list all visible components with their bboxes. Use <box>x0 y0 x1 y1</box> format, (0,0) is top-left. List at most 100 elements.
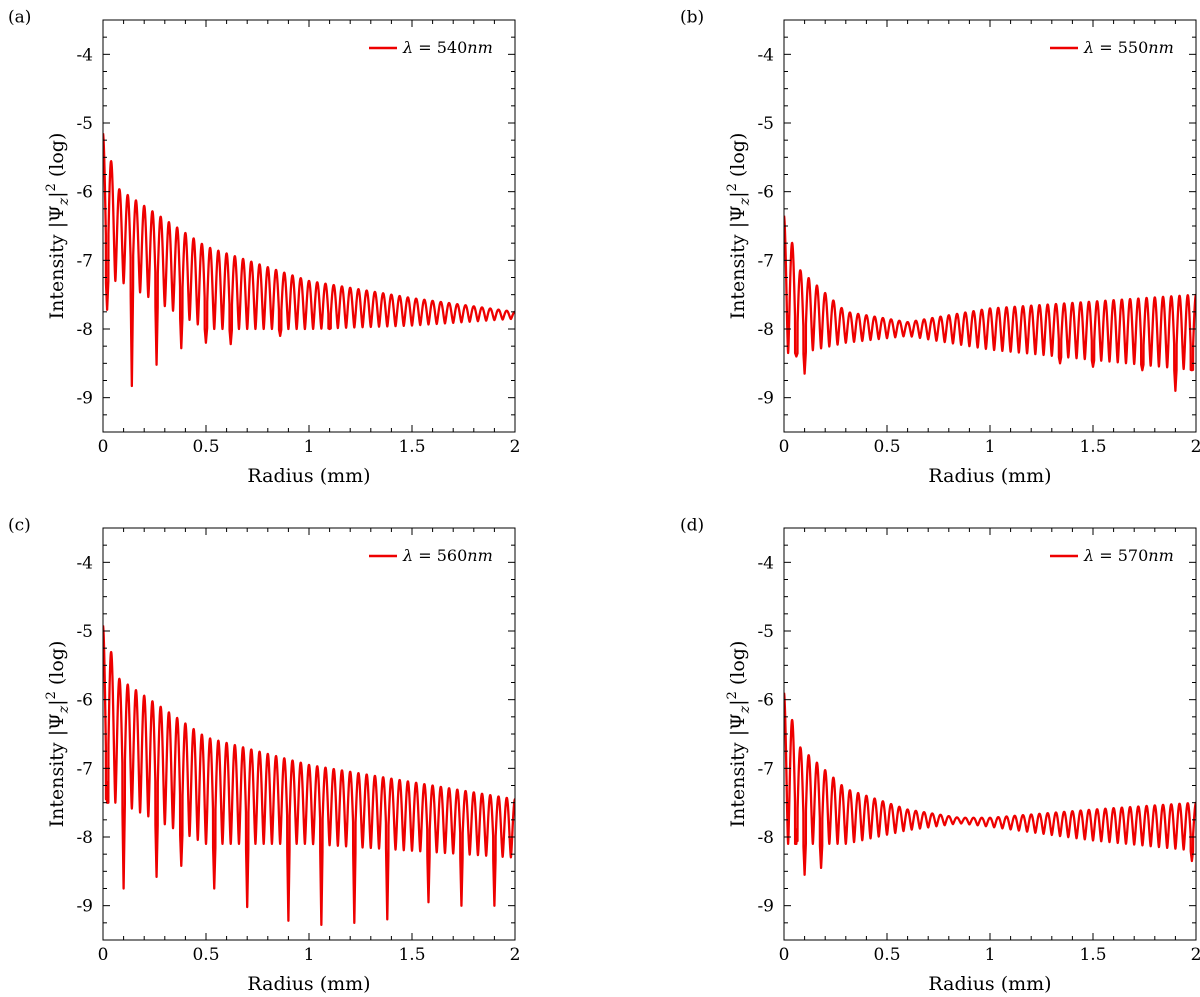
y-tick-label: -4 <box>76 553 93 573</box>
x-tick-label: 0.5 <box>192 437 219 457</box>
x-axis-title: Radius (mm) <box>247 465 370 487</box>
x-tick-label: 0 <box>98 437 109 457</box>
axes-frame <box>102 527 516 941</box>
panel-label: (c) <box>8 516 31 536</box>
y-axis-title: Intensity |Ψz|2 (log) <box>725 641 753 828</box>
panel-label: (d) <box>680 516 704 536</box>
y-tick-label: -7 <box>76 759 93 779</box>
legend-part: nm <box>1148 38 1173 57</box>
legend-part: λ <box>1083 38 1094 57</box>
y-tick-label: -7 <box>76 251 93 271</box>
y-axis-title: Intensity |Ψz|2 (log) <box>44 641 72 828</box>
y-tick-label: -6 <box>76 183 93 203</box>
x-tick-label: 0.5 <box>192 945 219 965</box>
y-title-part: Intensity | <box>46 730 68 828</box>
y-title-part: 2 <box>44 691 59 699</box>
legend-part: = 560 <box>413 546 467 565</box>
x-tick-label: 1 <box>304 945 315 965</box>
y-tick-label: -9 <box>757 897 774 917</box>
y-tick-label: -5 <box>757 622 774 642</box>
y-title-part: 2 <box>44 183 59 191</box>
y-tick-label: -8 <box>757 320 774 340</box>
y-tick-label: -9 <box>76 389 93 409</box>
y-title-part: | <box>727 699 749 705</box>
y-title-part: (log) <box>46 641 68 692</box>
legend-part: λ <box>402 546 413 565</box>
y-title-part: (log) <box>46 133 68 184</box>
x-tick-label: 1.5 <box>1079 437 1106 457</box>
axes-frame <box>783 19 1197 433</box>
y-tick-label: -7 <box>757 251 774 271</box>
y-tick-label: -6 <box>76 691 93 711</box>
x-axis-title: Radius (mm) <box>928 465 1051 487</box>
y-title-part: Ψ <box>727 713 749 730</box>
y-tick-label: -6 <box>757 691 774 711</box>
x-axis-title: Radius (mm) <box>247 973 370 995</box>
y-tick-label: -8 <box>76 320 93 340</box>
panel-label: (b) <box>680 8 704 28</box>
y-title-part: Ψ <box>727 205 749 222</box>
y-tick-label: -5 <box>76 622 93 642</box>
x-tick-label: 2 <box>510 945 521 965</box>
x-tick-label: 0.5 <box>873 945 900 965</box>
legend-label: λ = 570nm <box>1083 546 1174 565</box>
legend-part: = 550 <box>1094 38 1148 57</box>
y-axis-title: Intensity |Ψz|2 (log) <box>725 133 753 320</box>
y-tick-label: -9 <box>76 897 93 917</box>
y-title-part: 2 <box>725 183 740 191</box>
series-line <box>103 132 515 388</box>
legend-part: λ <box>402 38 413 57</box>
x-tick-label: 1.5 <box>398 945 425 965</box>
x-tick-label: 0 <box>98 945 109 965</box>
y-title-part: 2 <box>725 691 740 699</box>
x-tick-label: 1.5 <box>1079 945 1106 965</box>
panel-label: (a) <box>8 8 31 28</box>
y-title-part: z <box>56 705 72 714</box>
legend-part: = 540 <box>413 38 467 57</box>
legend-part: λ <box>1083 546 1094 565</box>
chart-panel-c: (c) 0 0.5 1 1.5 2 -4 -5 -6 -7 -8 -9 Radius (mm) Inten… <box>8 516 520 996</box>
y-title-part: | <box>46 699 68 705</box>
x-tick-label: 1 <box>304 437 315 457</box>
legend-part: nm <box>467 546 492 565</box>
y-tick-label: -8 <box>76 828 93 848</box>
x-tick-label: 1 <box>985 945 996 965</box>
y-tick-label: -7 <box>757 759 774 779</box>
y-tick-label: -4 <box>76 45 93 65</box>
legend-label: λ = 540nm <box>402 38 493 57</box>
y-tick-label: -5 <box>76 114 93 134</box>
x-tick-label: 2 <box>510 437 521 457</box>
y-title-part: Intensity | <box>46 222 68 320</box>
y-title-part: Intensity | <box>727 730 749 828</box>
series-line <box>784 215 1196 392</box>
x-axis-title: Radius (mm) <box>928 973 1051 995</box>
y-title-part: Ψ <box>46 713 68 730</box>
y-title-part: Intensity | <box>727 222 749 320</box>
legend-part: nm <box>467 38 492 57</box>
y-axis-title: Intensity |Ψz|2 (log) <box>44 133 72 320</box>
chart-panel-a: (a) 0 0.5 1 1.5 2 -4 -5 -6 -7 -8 -9 Radius (mm) Inten… <box>8 8 520 488</box>
y-tick-label: -6 <box>757 183 774 203</box>
legend-label: λ = 560nm <box>402 546 493 565</box>
legend-label: λ = 550nm <box>1083 38 1174 57</box>
y-title-part: (log) <box>727 133 749 184</box>
x-tick-label: 0 <box>779 437 790 457</box>
axes-frame <box>102 19 516 433</box>
y-title-part: Ψ <box>46 205 68 222</box>
x-tick-label: 0.5 <box>873 437 900 457</box>
y-title-part: z <box>737 197 753 206</box>
x-tick-label: 2 <box>1191 945 1200 965</box>
y-title-part: z <box>56 197 72 206</box>
x-tick-label: 1 <box>985 437 996 457</box>
y-tick-label: -9 <box>757 389 774 409</box>
y-title-part: z <box>737 705 753 714</box>
y-title-part: | <box>46 191 68 197</box>
x-tick-label: 1.5 <box>398 437 425 457</box>
y-tick-label: -4 <box>757 45 774 65</box>
y-title-part: (log) <box>727 641 749 692</box>
legend-part: nm <box>1148 546 1173 565</box>
y-tick-label: -5 <box>757 114 774 134</box>
chart-panel-b: (b) 0 0.5 1 1.5 2 -4 -5 -6 -7 -8 -9 Radius (mm) Inten… <box>680 8 1200 488</box>
series-line <box>784 692 1196 876</box>
